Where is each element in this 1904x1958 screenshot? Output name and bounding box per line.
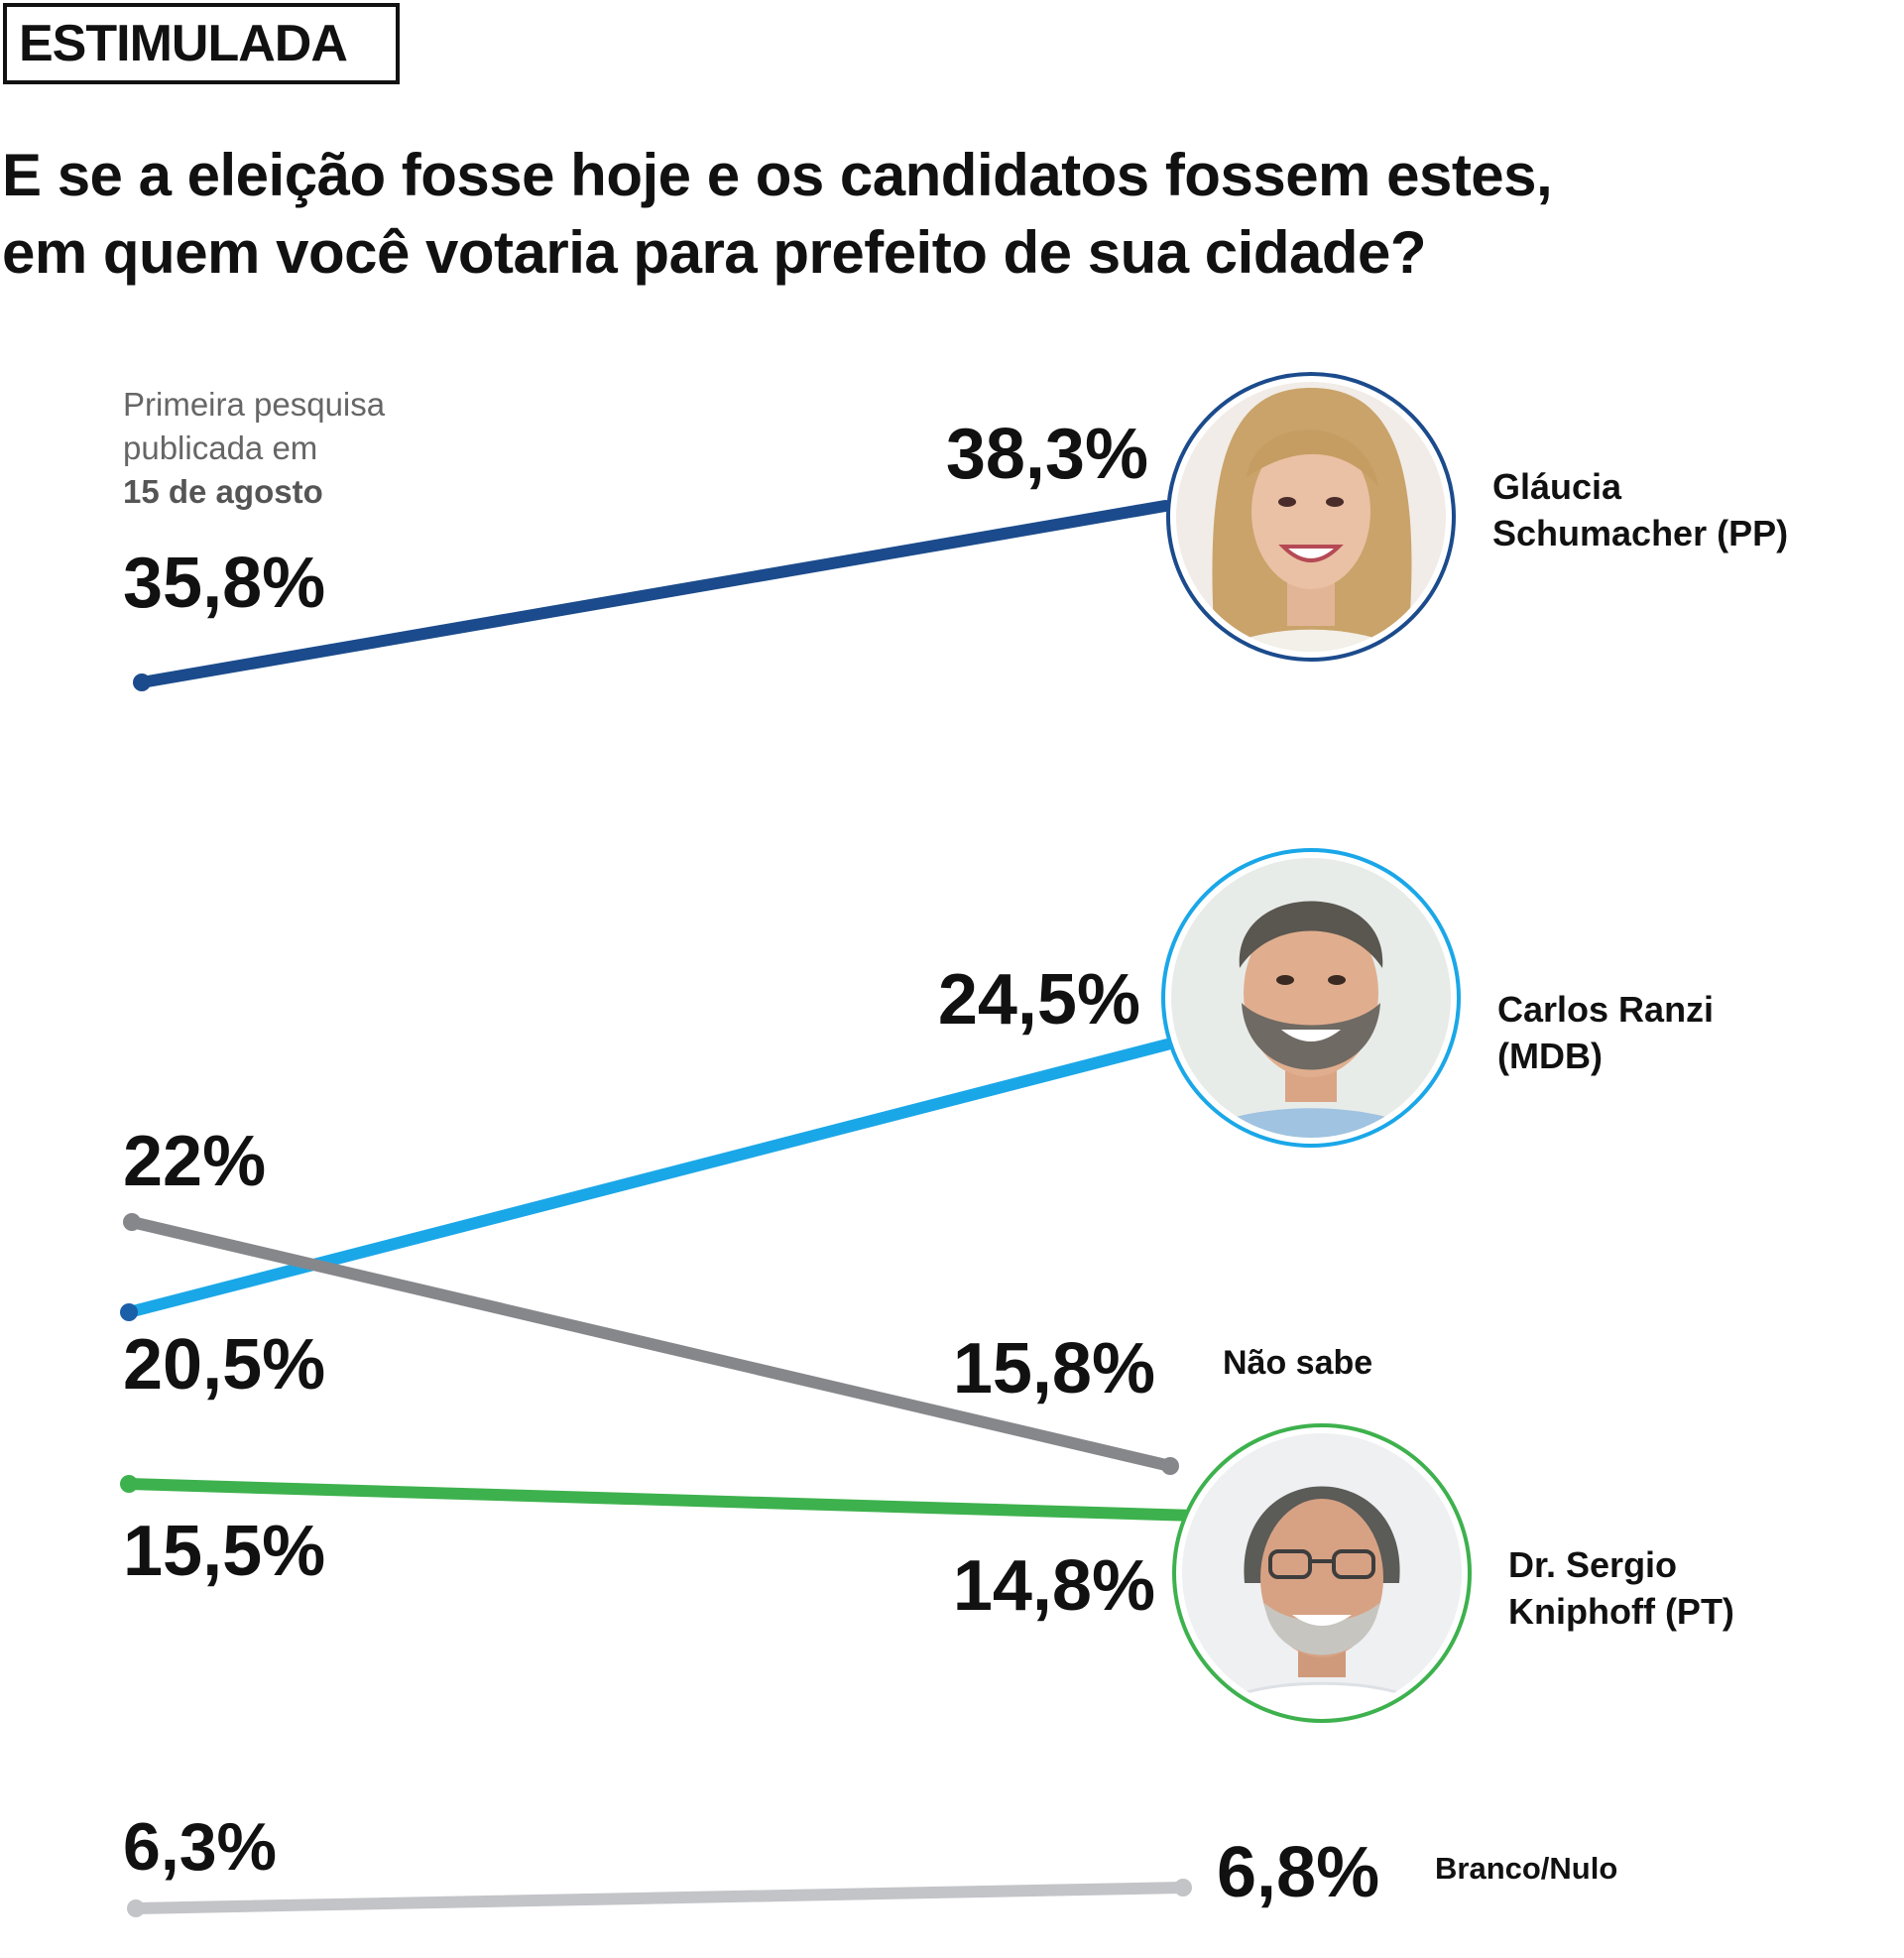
series-name-dr-sergio-kniphoff-pt-line-1: Dr. Sergio: [1508, 1544, 1677, 1585]
note-date: 15 de agosto: [123, 473, 323, 510]
series-name-carlos-ranzi-mdb-line-1: Carlos Ranzi: [1497, 989, 1714, 1030]
start-value-dr-sergio-kniphoff-pt: 15,5%: [123, 1512, 325, 1591]
series-name-branco-nulo-line-1: Branco/Nulo: [1435, 1851, 1617, 1886]
series-line-branco-nulo: [130, 1882, 1189, 1914]
first-poll-note: Primeira pesquisa publicada em 15 de ago…: [123, 383, 385, 514]
end-value-gl-ucia-schumacher-pp: 38,3%: [946, 415, 1148, 494]
series-line-carlos-ranzi-mdb: [123, 1039, 1173, 1318]
note-line-2: publicada em: [123, 429, 318, 466]
start-point-gl-ucia-schumacher-pp: [133, 673, 151, 691]
series-line-dr-sergio-kniphoff-pt: [123, 1478, 1201, 1522]
series-name-gl-ucia-schumacher-pp-line-2: Schumacher (PP): [1492, 513, 1788, 553]
start-value-n-o-sabe: 22%: [123, 1122, 266, 1201]
candidate-photo-3: [1172, 1423, 1472, 1723]
estimulada-tag: ESTIMULADA: [3, 3, 400, 84]
start-value-gl-ucia-schumacher-pp: 35,8%: [123, 544, 325, 623]
end-value-carlos-ranzi-mdb: 24,5%: [938, 960, 1140, 1040]
start-point-branco-nulo: [127, 1899, 145, 1917]
start-point-carlos-ranzi-mdb: [120, 1303, 138, 1321]
end-value-dr-sergio-kniphoff-pt: 14,8%: [953, 1546, 1155, 1626]
start-point-n-o-sabe: [123, 1213, 141, 1231]
candidate-photo-1: [1161, 848, 1461, 1148]
series-line-n-o-sabe: [126, 1216, 1176, 1472]
start-point-dr-sergio-kniphoff-pt: [120, 1475, 138, 1493]
series-name-carlos-ranzi-mdb-line-2: (MDB): [1497, 1036, 1603, 1076]
question-title: E se a eleição fosse hoje e os candidato…: [2, 137, 1787, 292]
question-line-1: E se a eleição fosse hoje e os candidato…: [2, 142, 1553, 208]
series-name-n-o-sabe-line-1: Não sabe: [1223, 1344, 1372, 1382]
series-line-gl-ucia-schumacher-pp: [136, 500, 1171, 688]
series-name-gl-ucia-schumacher-pp-line-1: Gláucia: [1492, 466, 1622, 507]
start-value-carlos-ranzi-mdb: 20,5%: [123, 1325, 325, 1405]
note-line-1: Primeira pesquisa: [123, 386, 386, 423]
end-point-n-o-sabe: [1161, 1457, 1179, 1475]
estimulada-tag-label: ESTIMULADA: [19, 15, 348, 72]
question-line-2: em quem você votaria para prefeito de su…: [2, 219, 1427, 286]
start-value-branco-nulo: 6,3%: [123, 1809, 277, 1885]
candidate-photo-0: [1166, 372, 1456, 662]
series-name-dr-sergio-kniphoff-pt-line-2: Kniphoff (PT): [1508, 1591, 1734, 1632]
end-point-branco-nulo: [1174, 1879, 1192, 1897]
end-value-branco-nulo: 6,8%: [1217, 1833, 1379, 1912]
end-value-n-o-sabe: 15,8%: [953, 1329, 1155, 1408]
